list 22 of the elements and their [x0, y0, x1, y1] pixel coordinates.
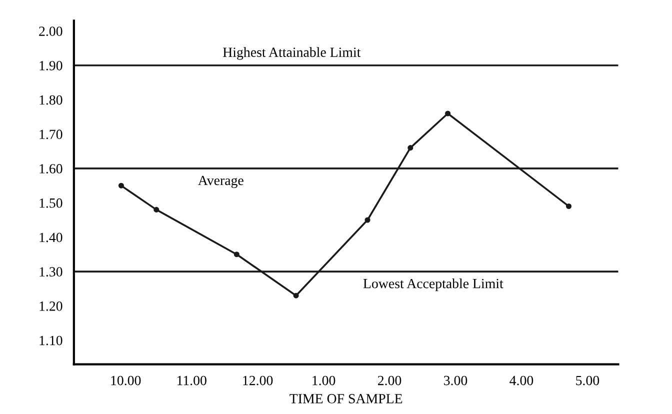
y-tick-label: 1.70 [40, 130, 62, 140]
x-tick-label: 2.00 [378, 376, 402, 386]
x-tick-label: 3.00 [444, 376, 468, 386]
ref-line-label: Highest Attainable Limit [223, 47, 361, 60]
x-tick-label: 4.00 [510, 376, 534, 386]
x-tick-label: 12.00 [243, 376, 273, 386]
x-axis-title: TIME OF SAMPLE [290, 394, 402, 404]
y-tick-label: 2.00 [39, 26, 62, 36]
ref-line-label: Lowest Acceptable Limit [363, 278, 504, 292]
x-tick-label: 10.00 [111, 376, 141, 386]
y-tick-label: 1.30 [40, 267, 62, 277]
y-tick-label: 1.50 [40, 198, 62, 208]
ref-line-label: Average [198, 176, 244, 188]
y-tick-label: 1.10 [40, 336, 62, 346]
y-tick-label: 1.20 [40, 301, 62, 311]
x-tick-label: 1.00 [312, 376, 336, 386]
y-tick-label: 1.60 [40, 164, 62, 174]
x-tick-label: 5.00 [576, 376, 600, 386]
y-tick-label: 1.40 [40, 232, 62, 242]
y-tick-label: 1.80 [40, 95, 62, 105]
x-tick-label: 11.00 [177, 376, 206, 386]
y-tick-label: 1.90 [40, 60, 62, 70]
